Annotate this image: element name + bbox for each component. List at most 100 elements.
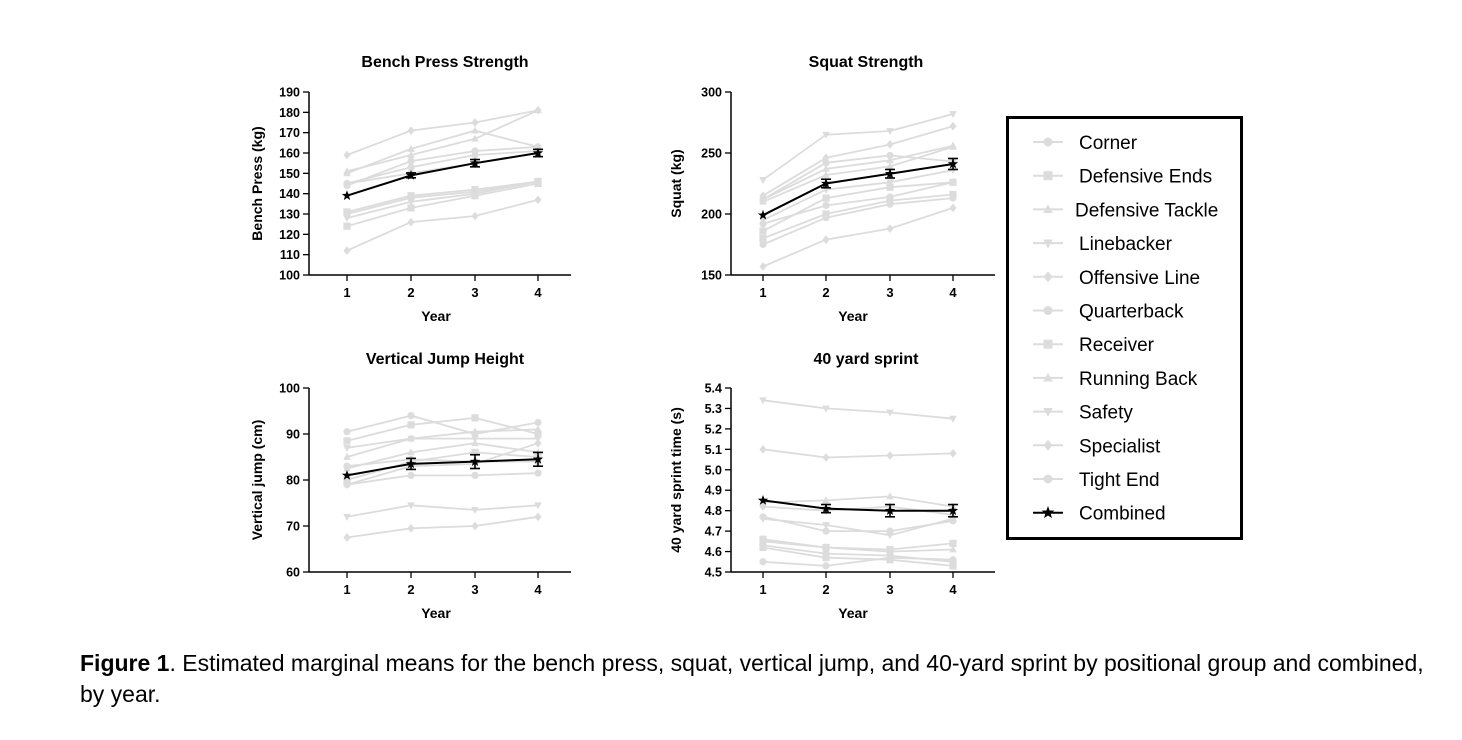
series-line	[762, 538, 954, 551]
data-point	[949, 545, 957, 553]
series-specialist	[343, 195, 542, 255]
series-line	[762, 207, 954, 268]
data-point	[949, 178, 957, 186]
legend-label: Offensive Line	[1079, 268, 1200, 289]
x-tick-label: 4	[949, 285, 957, 300]
data-point	[534, 425, 542, 433]
series-line	[762, 113, 954, 181]
legend-label: Defensive Ends	[1079, 167, 1212, 188]
series-line	[346, 472, 539, 486]
series-offensive-line	[343, 105, 542, 160]
series-line	[762, 144, 954, 201]
data-point	[822, 543, 830, 551]
data-point	[534, 512, 542, 522]
y-axis-label: Vertical jump (cm)	[249, 420, 265, 541]
data-point	[534, 438, 542, 448]
series-line	[346, 180, 539, 215]
x-tick-label: 3	[471, 582, 478, 597]
series-running-back	[759, 537, 957, 555]
data-point	[343, 246, 351, 255]
series-line	[762, 146, 954, 203]
data-point	[407, 435, 415, 443]
y-tick-label: 5.1	[705, 443, 722, 457]
data-point	[407, 144, 415, 152]
data-point	[532, 147, 544, 158]
series-specialist	[759, 203, 957, 271]
figure-caption: Figure 1. Estimated marginal means for t…	[80, 648, 1440, 710]
data-point	[534, 195, 542, 205]
x-axis-label: Year	[838, 605, 868, 621]
x-tick-label: 4	[534, 285, 542, 300]
data-point	[886, 156, 894, 164]
legend-marker	[1043, 408, 1053, 417]
legend-label: Tight End	[1079, 470, 1160, 491]
series-tight-end	[759, 554, 957, 570]
x-axis-label: Year	[421, 308, 451, 324]
series-line	[762, 556, 954, 567]
legend-entry: Specialist	[1033, 436, 1161, 457]
series-receiver	[343, 448, 542, 484]
series-line	[346, 180, 539, 213]
x-tick-label: 3	[886, 285, 893, 300]
data-point	[822, 522, 830, 530]
data-point	[407, 411, 415, 420]
series-tight-end	[343, 469, 542, 489]
data-point	[534, 469, 542, 477]
series-line	[762, 499, 953, 512]
legend-marker	[1043, 171, 1053, 181]
series-defensive-ends	[343, 414, 542, 445]
series-tight-end	[759, 151, 957, 203]
y-tick-label: 80	[286, 474, 300, 488]
data-point	[407, 448, 415, 456]
legend-marker	[1043, 474, 1053, 484]
data-point	[886, 179, 894, 187]
x-tick-label: 1	[343, 285, 350, 300]
data-point	[759, 217, 767, 225]
x-axis-label: Year	[838, 308, 868, 324]
data-point	[949, 203, 957, 213]
data-point	[820, 503, 832, 513]
series-line	[762, 448, 954, 459]
legend-entry: Offensive Line	[1033, 268, 1200, 289]
y-tick-label: 200	[701, 208, 722, 222]
data-point	[884, 505, 896, 516]
legend-label: Safety	[1079, 403, 1133, 424]
data-point	[534, 178, 542, 186]
series-line	[346, 180, 539, 219]
data-point	[886, 547, 894, 555]
data-point	[471, 414, 479, 422]
y-axis-label: 40 yard sprint time (s)	[668, 407, 684, 553]
legend: Corner Defensive Ends Defensive Tackle Line…	[1006, 116, 1243, 540]
data-point	[822, 159, 830, 167]
legend-label: Linebacker	[1079, 234, 1173, 255]
data-point	[886, 183, 894, 191]
data-point	[405, 169, 417, 180]
series-line	[762, 495, 954, 508]
legend-entry: Corner	[1033, 133, 1138, 154]
x-tick-label: 4	[534, 582, 542, 597]
caption-text: . Estimated marginal means for the bench…	[80, 650, 1424, 707]
data-point	[822, 562, 830, 570]
series-safety	[343, 502, 542, 521]
y-axis-label: Squat (kg)	[668, 149, 684, 217]
legend-marker	[1043, 271, 1053, 283]
data-point	[471, 427, 479, 435]
legend-entry: Defensive Ends	[1033, 167, 1212, 188]
data-point	[759, 537, 767, 545]
data-point	[407, 217, 415, 227]
series-safety	[343, 178, 542, 223]
series-line	[346, 458, 538, 468]
series-line	[346, 182, 539, 228]
x-tick-label: 1	[759, 582, 766, 597]
series-line	[346, 109, 539, 173]
data-point	[471, 151, 479, 159]
chart-title: Vertical Jump Height	[366, 351, 525, 368]
data-point	[471, 134, 479, 142]
data-point	[759, 176, 767, 184]
chart-panel-1: Bench Press Strength 100 110 120 130 140 150 16…	[249, 54, 571, 324]
x-tick-label: 2	[407, 582, 414, 597]
data-point	[759, 558, 767, 566]
data-point	[471, 126, 479, 134]
data-point	[886, 151, 894, 160]
series-line	[346, 198, 539, 252]
